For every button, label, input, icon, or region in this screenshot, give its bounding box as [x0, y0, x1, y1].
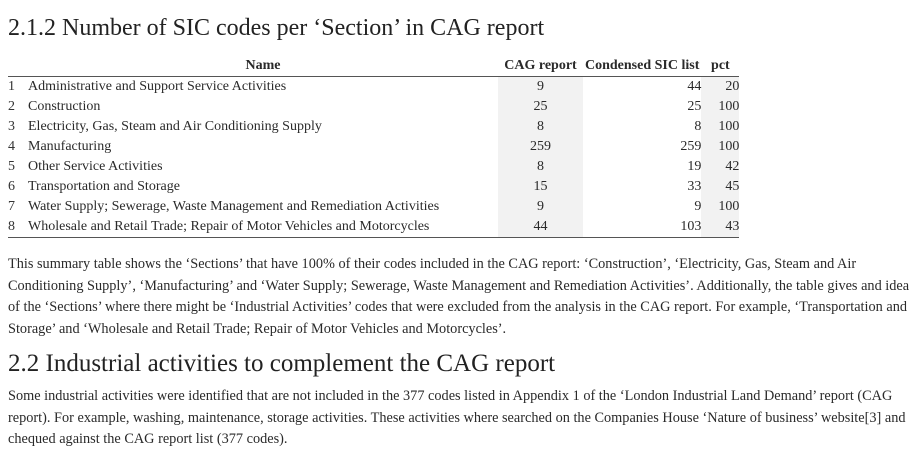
row-cag-count: 8	[498, 117, 583, 137]
header-pct: pct	[701, 56, 740, 77]
row-cag-count: 44	[498, 217, 583, 238]
row-name: Wholesale and Retail Trade; Repair of Mo…	[28, 217, 498, 238]
row-name: Construction	[28, 99, 101, 114]
row-condensed-count: 8	[694, 119, 702, 134]
row-cag-count: 9	[498, 197, 583, 217]
row-cag-count: 15	[498, 177, 583, 197]
section-heading-2-2: 2.2 Industrial activities to complement …	[8, 350, 556, 377]
header-name: Name	[28, 56, 498, 77]
row-index: 4	[8, 139, 15, 154]
table-row: 6 Transportation and Storage 15 33 45	[8, 177, 740, 197]
row-condensed-count: 103	[583, 217, 702, 238]
row-pct: 43	[701, 217, 740, 238]
table-row: 4 Manufacturing 259 259 100	[8, 137, 740, 157]
row-name: Administrative and Support Service Activ…	[28, 79, 287, 94]
row-index: 6	[8, 179, 15, 194]
row-index: 7	[8, 199, 15, 214]
row-condensed-count: 25	[687, 99, 702, 114]
row-pct: 100	[701, 197, 740, 217]
row-index: 5	[8, 159, 15, 174]
row-pct: 20	[701, 76, 740, 97]
industrial-activities-paragraph: Some industrial activities were identifi…	[8, 388, 906, 447]
row-pct: 100	[701, 117, 740, 137]
section-heading-2-1-2: 2.1.2 Number of SIC codes per ‘Section’ …	[8, 15, 545, 41]
table-header-row: Name CAG report Condensed SIC list pct	[8, 56, 740, 77]
header-index	[8, 56, 28, 77]
table-row: 3 Electricity, Gas, Steam and Air Condit…	[8, 117, 740, 137]
header-condensed-sic-list: Condensed SIC list	[583, 56, 702, 77]
table-row: 1 Administrative and Support Service Act…	[8, 76, 740, 97]
table-row: 5 Other Service Activities 8 19 42	[8, 157, 740, 177]
header-cag-report: CAG report	[498, 56, 583, 77]
row-condensed-count: 19	[687, 159, 702, 174]
row-name: Transportation and Storage	[28, 179, 180, 194]
row-cag-count: 9	[498, 76, 583, 97]
row-index: 8	[8, 217, 28, 238]
row-name: Other Service Activities	[28, 159, 163, 174]
row-pct: 45	[701, 177, 740, 197]
row-cag-count: 8	[498, 157, 583, 177]
summary-paragraph: This summary table shows the ‘Sections’ …	[8, 256, 910, 337]
row-cag-count: 25	[498, 97, 583, 117]
table-row: 7 Water Supply; Sewerage, Waste Manageme…	[8, 197, 740, 217]
row-condensed-count: 259	[680, 139, 702, 154]
row-pct: 100	[701, 137, 740, 157]
row-pct: 42	[701, 157, 740, 177]
row-index: 2	[8, 99, 15, 114]
row-pct: 100	[701, 97, 740, 117]
row-condensed-count: 9	[694, 199, 702, 214]
row-name: Water Supply; Sewerage, Waste Management…	[28, 199, 440, 214]
row-condensed-count: 44	[687, 79, 702, 94]
row-condensed-count: 33	[687, 179, 702, 194]
row-name: Manufacturing	[28, 139, 112, 154]
row-index: 3	[8, 119, 15, 134]
sic-codes-table: Name CAG report Condensed SIC list pct 1…	[8, 56, 740, 238]
row-index: 1	[8, 79, 15, 94]
table-row: 8 Wholesale and Retail Trade; Repair of …	[8, 217, 740, 238]
row-cag-count: 259	[498, 137, 583, 157]
row-name: Electricity, Gas, Steam and Air Conditio…	[28, 119, 322, 134]
table-row: 2 Construction 25 25 100	[8, 97, 740, 117]
